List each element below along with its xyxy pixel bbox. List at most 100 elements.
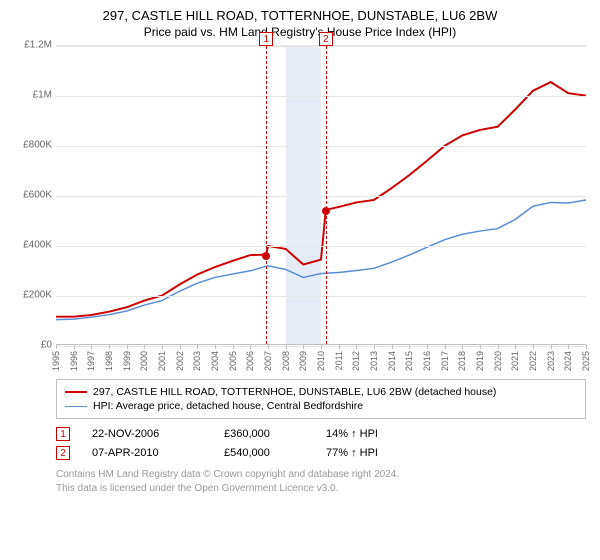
x-tick-mark (268, 345, 269, 349)
marker-dot-1 (262, 252, 270, 260)
event-price: £540,000 (224, 447, 304, 459)
x-tick-mark (286, 345, 287, 349)
x-tick-label: 1997 (86, 351, 96, 371)
x-axis: 1995199619971998199920002001200220032004… (56, 345, 586, 375)
x-tick-mark (374, 345, 375, 349)
x-tick-mark (445, 345, 446, 349)
x-tick-label: 2009 (298, 351, 308, 371)
legend-label: 297, CASTLE HILL ROAD, TOTTERNHOE, DUNST… (93, 386, 496, 398)
x-tick-label: 1996 (69, 351, 79, 371)
event-table: 1 22-NOV-2006 £360,000 14% ↑ HPI 2 07-APR-201… (56, 427, 586, 460)
gridline-h (56, 96, 586, 97)
marker-dot-2 (322, 207, 330, 215)
x-tick-label: 2019 (475, 351, 485, 371)
x-tick-mark (127, 345, 128, 349)
chart: £0£200K£400K£600K£800K£1M£1.2M 12 199519… (14, 45, 586, 375)
x-tick-mark (233, 345, 234, 349)
x-tick-mark (586, 345, 587, 349)
x-tick-label: 2011 (334, 351, 344, 370)
event-row-1: 1 22-NOV-2006 £360,000 14% ↑ HPI (56, 427, 586, 441)
x-tick-mark (551, 345, 552, 349)
series-price (56, 82, 586, 317)
x-tick-label: 2000 (139, 351, 149, 371)
event-marker: 2 (56, 446, 70, 460)
x-tick-mark (480, 345, 481, 349)
page-subtitle: Price paid vs. HM Land Registry's House … (14, 25, 586, 39)
event-row-2: 2 07-APR-2010 £540,000 77% ↑ HPI (56, 446, 586, 460)
x-tick-label: 2024 (563, 351, 573, 371)
y-tick-label: £400K (23, 240, 52, 251)
gridline-h (56, 246, 586, 247)
y-tick-label: £200K (23, 290, 52, 301)
y-tick-label: £600K (23, 190, 52, 201)
event-change-text: 14% ↑ HPI (326, 428, 378, 440)
event-change: 14% ↑ HPI (326, 428, 378, 440)
x-tick-label: 2003 (192, 351, 202, 371)
page-title: 297, CASTLE HILL ROAD, TOTTERNHOE, DUNST… (14, 8, 586, 23)
x-tick-label: 2007 (263, 351, 273, 371)
gridline-h (56, 196, 586, 197)
legend-label: HPI: Average price, detached house, Cent… (93, 400, 363, 412)
x-tick-mark (91, 345, 92, 349)
x-tick-label: 2022 (528, 351, 538, 371)
x-tick-mark (462, 345, 463, 349)
legend-item-price: 297, CASTLE HILL ROAD, TOTTERNHOE, DUNST… (65, 386, 577, 398)
y-tick-label: £0 (41, 340, 52, 351)
x-tick-label: 2021 (510, 351, 520, 371)
x-tick-mark (427, 345, 428, 349)
x-tick-mark (250, 345, 251, 349)
y-tick-label: £1.2M (24, 40, 52, 51)
x-tick-mark (339, 345, 340, 349)
x-tick-mark (515, 345, 516, 349)
gridline-h (56, 146, 586, 147)
x-tick-mark (356, 345, 357, 349)
legend-swatch (65, 406, 87, 407)
x-tick-mark (162, 345, 163, 349)
marker-vline-2 (326, 46, 327, 344)
x-tick-mark (533, 345, 534, 349)
x-tick-label: 2005 (228, 351, 238, 371)
legend-item-hpi: HPI: Average price, detached house, Cent… (65, 400, 577, 412)
marker-vline-1 (266, 46, 267, 344)
x-tick-label: 2012 (351, 351, 361, 371)
x-tick-label: 2015 (404, 351, 414, 371)
x-tick-label: 2002 (175, 351, 185, 371)
header: 297, CASTLE HILL ROAD, TOTTERNHOE, DUNST… (14, 8, 586, 39)
x-tick-mark (144, 345, 145, 349)
x-tick-label: 2014 (387, 351, 397, 371)
x-tick-label: 2013 (369, 351, 379, 371)
y-tick-label: £1M (33, 90, 52, 101)
legend: 297, CASTLE HILL ROAD, TOTTERNHOE, DUNST… (56, 379, 586, 419)
x-tick-label: 2004 (210, 351, 220, 371)
event-price: £360,000 (224, 428, 304, 440)
plot-area: 12 (56, 45, 586, 345)
x-tick-mark (74, 345, 75, 349)
x-tick-mark (392, 345, 393, 349)
event-marker: 1 (56, 427, 70, 441)
gridline-h (56, 296, 586, 297)
x-tick-mark (109, 345, 110, 349)
x-tick-label: 2025 (581, 351, 591, 371)
x-tick-mark (56, 345, 57, 349)
x-tick-label: 2018 (457, 351, 467, 371)
x-tick-mark (197, 345, 198, 349)
footer-line2: This data is licensed under the Open Gov… (56, 482, 586, 496)
y-tick-label: £800K (23, 140, 52, 151)
x-tick-label: 1998 (104, 351, 114, 371)
marker-box-1: 1 (259, 32, 273, 46)
legend-swatch (65, 391, 87, 393)
x-tick-mark (215, 345, 216, 349)
x-tick-mark (303, 345, 304, 349)
footer: Contains HM Land Registry data © Crown c… (56, 468, 586, 495)
x-tick-label: 2006 (245, 351, 255, 371)
footer-line1: Contains HM Land Registry data © Crown c… (56, 468, 586, 482)
y-axis: £0£200K£400K£600K£800K£1M£1.2M (14, 45, 54, 345)
x-tick-label: 2017 (440, 351, 450, 371)
x-tick-label: 1999 (122, 351, 132, 371)
x-tick-label: 2020 (493, 351, 503, 371)
event-date: 07-APR-2010 (92, 447, 202, 459)
x-tick-label: 2008 (281, 351, 291, 371)
event-change: 77% ↑ HPI (326, 447, 378, 459)
x-tick-label: 2016 (422, 351, 432, 371)
event-date: 22-NOV-2006 (92, 428, 202, 440)
